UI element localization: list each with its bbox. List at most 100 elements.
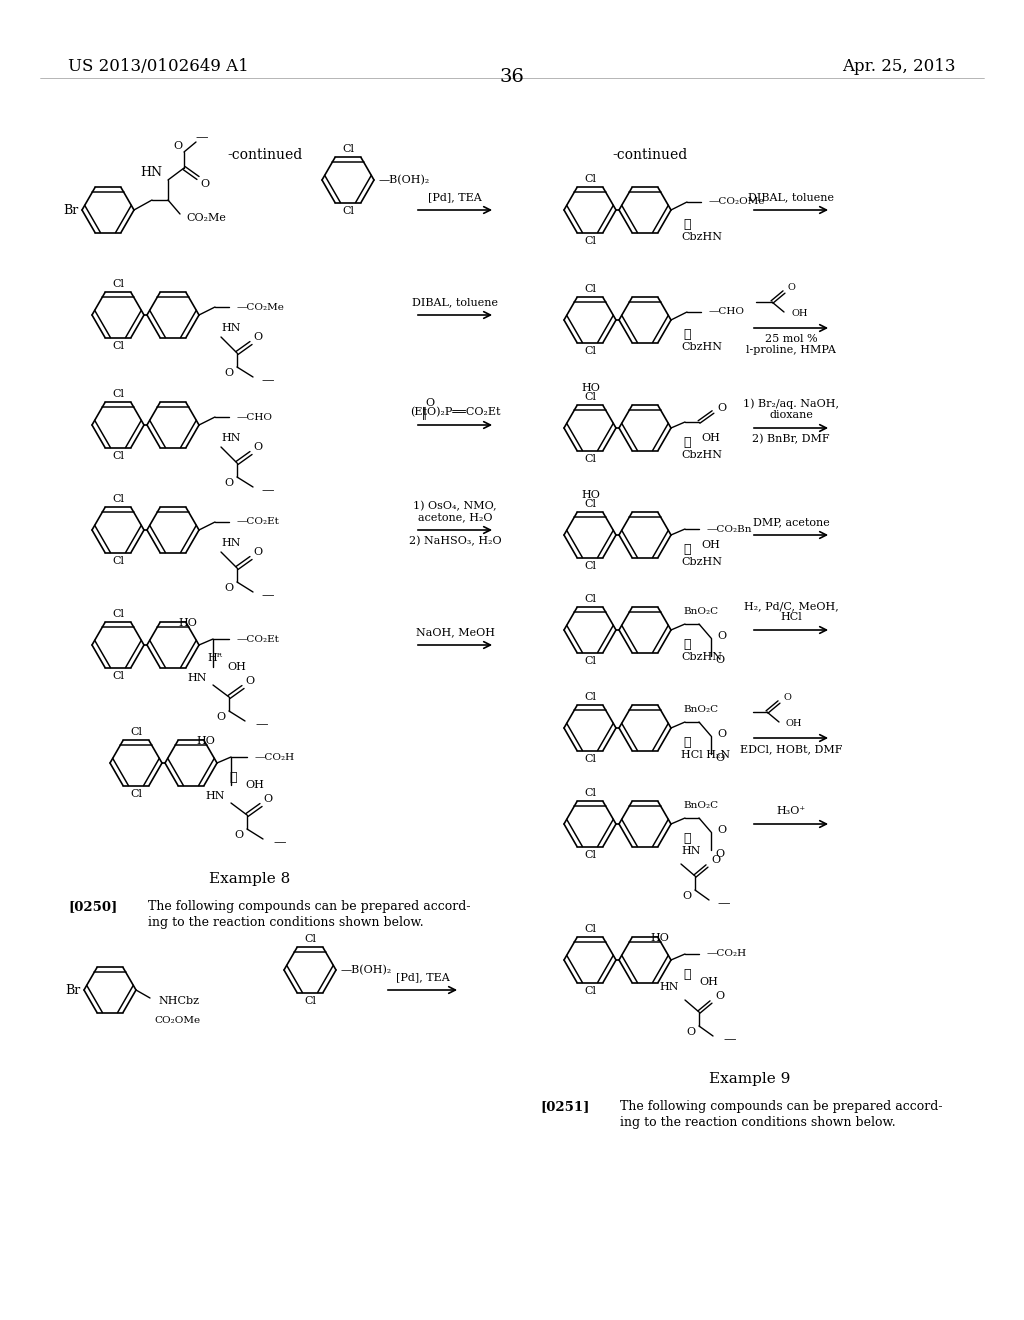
Text: NHCbz: NHCbz (158, 997, 199, 1006)
Text: BnO₂C: BnO₂C (683, 607, 718, 616)
Text: HN: HN (221, 323, 241, 333)
Text: —: — (196, 132, 208, 144)
Text: (EtO)₂P══CO₂Et: (EtO)₂P══CO₂Et (410, 407, 501, 417)
Text: —B(OH)₂: —B(OH)₂ (379, 174, 430, 185)
Text: [0251]: [0251] (540, 1100, 590, 1113)
Text: Cl: Cl (112, 556, 124, 566)
Text: O: O (253, 546, 262, 557)
Text: Cl: Cl (342, 144, 354, 154)
Text: HO: HO (582, 383, 600, 393)
Text: OH: OH (792, 309, 809, 318)
Text: Cl: Cl (584, 499, 596, 510)
Text: Br: Br (66, 983, 81, 997)
Text: O: O (224, 478, 233, 488)
Text: DIBAL, toluene: DIBAL, toluene (748, 191, 834, 202)
Text: Br: Br (63, 203, 79, 216)
Text: The following compounds can be prepared accord-: The following compounds can be prepared … (148, 900, 470, 913)
Text: O: O (686, 1027, 695, 1038)
Text: OH: OH (701, 540, 720, 550)
Text: HN: HN (140, 165, 162, 178)
Text: —: — (261, 590, 273, 602)
Text: Cl: Cl (304, 997, 316, 1006)
Text: O: O (717, 729, 726, 739)
Text: Example 9: Example 9 (710, 1072, 791, 1086)
Text: HO: HO (178, 618, 197, 628)
Text: O: O (224, 583, 233, 593)
Text: Cl: Cl (584, 346, 596, 356)
Text: Cl: Cl (130, 789, 142, 799)
Text: dioxane: dioxane (769, 411, 813, 420)
Text: CbzHN: CbzHN (681, 450, 722, 459)
Text: Cl: Cl (584, 692, 596, 702)
Text: —CHO: —CHO (709, 308, 745, 317)
Text: OH: OH (701, 433, 720, 444)
Text: HN: HN (221, 539, 241, 548)
Text: Cl: Cl (342, 206, 354, 216)
Text: —: — (717, 898, 729, 911)
Text: ⋯: ⋯ (229, 771, 237, 784)
Text: O: O (783, 693, 791, 702)
Text: HN: HN (187, 673, 207, 682)
Text: —CO₂OMe: —CO₂OMe (709, 198, 766, 206)
Text: HN: HN (659, 982, 679, 993)
Text: HN: HN (206, 791, 225, 801)
Text: H₂, Pd/C, MeOH,: H₂, Pd/C, MeOH, (743, 601, 839, 611)
Text: OH: OH (227, 663, 246, 672)
Text: HN: HN (221, 433, 241, 444)
Text: BnO₂C: BnO₂C (683, 801, 718, 810)
Text: O: O (715, 991, 724, 1001)
Text: [0250]: [0250] (68, 900, 118, 913)
Text: O: O (234, 830, 244, 840)
Text: —: — (261, 375, 273, 388)
Text: ⋯: ⋯ (683, 327, 691, 341)
Text: O: O (245, 676, 254, 686)
Text: O: O (224, 368, 233, 378)
Text: —: — (273, 837, 286, 850)
Text: O: O (717, 631, 726, 642)
Text: —: — (261, 484, 273, 498)
Text: 2) NaHSO₃, H₂O: 2) NaHSO₃, H₂O (409, 536, 502, 546)
Text: —: — (723, 1034, 735, 1047)
Text: Cl: Cl (584, 850, 596, 861)
Text: CbzHN: CbzHN (681, 557, 722, 568)
Text: Cl: Cl (584, 656, 596, 667)
Text: O: O (788, 284, 796, 293)
Text: -continued: -continued (612, 148, 688, 162)
Text: HCl: HCl (780, 612, 802, 622)
Text: Cl: Cl (304, 935, 316, 944)
Text: —CO₂Et: —CO₂Et (237, 635, 280, 644)
Text: The following compounds can be prepared accord-: The following compounds can be prepared … (620, 1100, 942, 1113)
Text: HN: HN (681, 846, 700, 855)
Text: OH: OH (699, 977, 718, 987)
Text: HO: HO (582, 490, 600, 500)
Text: O: O (717, 403, 726, 413)
Text: ⋯: ⋯ (683, 543, 691, 556)
Text: -continued: -continued (227, 148, 303, 162)
Text: CbzHN: CbzHN (681, 652, 722, 663)
Text: Example 8: Example 8 (209, 873, 291, 886)
Text: ⋯: ⋯ (683, 968, 691, 981)
Text: Hᴿ: Hᴿ (208, 653, 222, 663)
Text: O: O (200, 180, 209, 189)
Text: O: O (263, 795, 272, 804)
Text: ing to the reaction conditions shown below.: ing to the reaction conditions shown bel… (148, 916, 424, 929)
Text: OH: OH (245, 780, 264, 789)
Text: 36: 36 (500, 69, 524, 86)
Text: Cl: Cl (112, 609, 124, 619)
Text: —CO₂Et: —CO₂Et (237, 517, 280, 527)
Text: Cl: Cl (584, 236, 596, 246)
Text: Cl: Cl (584, 454, 596, 465)
Text: Cl: Cl (584, 561, 596, 572)
Text: BnO₂C: BnO₂C (683, 705, 718, 714)
Text: US 2013/0102649 A1: US 2013/0102649 A1 (68, 58, 249, 75)
Text: 25 mol %: 25 mol % (765, 334, 817, 345)
Text: O: O (216, 711, 225, 722)
Text: Cl: Cl (130, 727, 142, 737)
Text: Cl: Cl (584, 986, 596, 997)
Text: l-proline, HMPA: l-proline, HMPA (746, 345, 836, 355)
Text: Cl: Cl (584, 924, 596, 935)
Text: CbzHN: CbzHN (681, 342, 722, 352)
Text: Cl: Cl (584, 754, 596, 764)
Text: —B(OH)₂: —B(OH)₂ (341, 965, 392, 975)
Text: —CO₂Bn: —CO₂Bn (707, 524, 753, 533)
